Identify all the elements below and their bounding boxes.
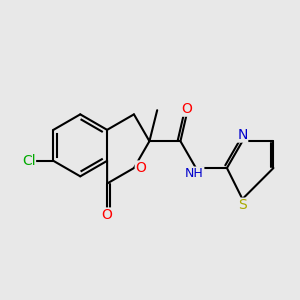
- Text: O: O: [181, 102, 192, 116]
- Text: Cl: Cl: [22, 154, 35, 168]
- Text: NH: NH: [185, 167, 204, 180]
- Text: O: O: [135, 161, 146, 175]
- Text: N: N: [237, 128, 248, 142]
- Text: S: S: [238, 198, 247, 212]
- Text: O: O: [102, 208, 112, 222]
